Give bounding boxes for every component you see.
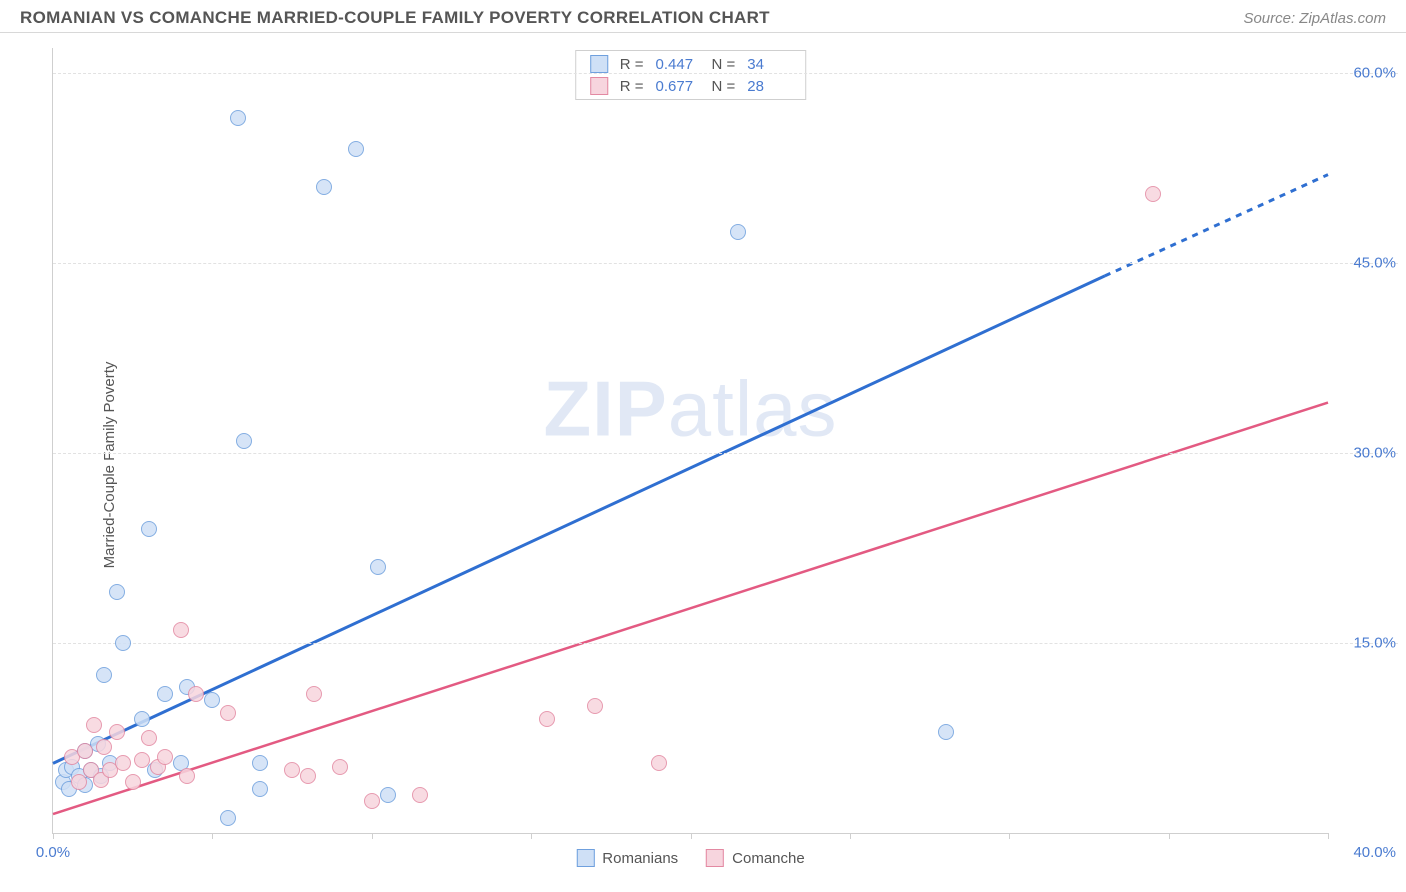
x-tick xyxy=(531,833,532,839)
trend-line xyxy=(1105,175,1328,276)
gridline xyxy=(53,453,1398,454)
data-point xyxy=(236,433,252,449)
data-point xyxy=(252,781,268,797)
data-point xyxy=(348,141,364,157)
legend-swatch-comanche xyxy=(706,849,724,867)
data-point xyxy=(204,692,220,708)
legend-item-comanche: Comanche xyxy=(706,849,805,867)
data-point xyxy=(188,686,204,702)
legend-stats-row: R = 0.447 N = 34 xyxy=(576,53,806,75)
data-point xyxy=(412,787,428,803)
chart-title: ROMANIAN VS COMANCHE MARRIED-COUPLE FAMI… xyxy=(20,8,770,28)
data-point xyxy=(157,686,173,702)
data-point xyxy=(370,559,386,575)
data-point xyxy=(730,224,746,240)
data-point xyxy=(134,752,150,768)
legend-r-value: 0.677 xyxy=(656,78,700,95)
x-tick xyxy=(1328,833,1329,839)
y-tick-label: 15.0% xyxy=(1353,635,1396,652)
legend-r-label: R = xyxy=(620,78,644,95)
data-point xyxy=(938,724,954,740)
data-point xyxy=(141,730,157,746)
legend-n-value: 34 xyxy=(747,56,791,73)
data-point xyxy=(141,521,157,537)
legend-n-label: N = xyxy=(712,78,736,95)
y-tick-label: 30.0% xyxy=(1353,445,1396,462)
legend-r-value: 0.447 xyxy=(656,56,700,73)
data-point xyxy=(134,711,150,727)
plot-region: ZIPatlas R = 0.447 N = 34 R = 0.677 N = … xyxy=(52,48,1328,834)
legend-swatch-romanians xyxy=(590,55,608,73)
x-tick xyxy=(53,833,54,839)
data-point xyxy=(380,787,396,803)
trend-line xyxy=(53,276,1105,763)
legend-stats: R = 0.447 N = 34 R = 0.677 N = 28 xyxy=(575,50,807,100)
legend-series: Romanians Comanche xyxy=(576,849,804,867)
legend-swatch-romanians xyxy=(576,849,594,867)
gridline xyxy=(53,643,1398,644)
data-point xyxy=(284,762,300,778)
data-point xyxy=(71,774,87,790)
x-tick xyxy=(1009,833,1010,839)
data-point xyxy=(306,686,322,702)
legend-r-label: R = xyxy=(620,56,644,73)
x-tick xyxy=(212,833,213,839)
data-point xyxy=(125,774,141,790)
data-point xyxy=(364,793,380,809)
y-tick-label: 60.0% xyxy=(1353,65,1396,82)
data-point xyxy=(539,711,555,727)
data-point xyxy=(651,755,667,771)
data-point xyxy=(115,635,131,651)
y-tick-label: 45.0% xyxy=(1353,255,1396,272)
data-point xyxy=(96,667,112,683)
data-point xyxy=(220,810,236,826)
data-point xyxy=(252,755,268,771)
x-tick-label: 0.0% xyxy=(36,844,70,861)
data-point xyxy=(587,698,603,714)
data-point xyxy=(86,717,102,733)
gridline xyxy=(53,263,1398,264)
x-tick-label: 40.0% xyxy=(1353,844,1396,861)
trend-line xyxy=(53,403,1328,814)
data-point xyxy=(316,179,332,195)
data-point xyxy=(230,110,246,126)
data-point xyxy=(96,739,112,755)
x-tick xyxy=(372,833,373,839)
data-point xyxy=(1145,186,1161,202)
legend-label: Comanche xyxy=(732,850,805,867)
data-point xyxy=(157,749,173,765)
chart-area: Married-Couple Family Poverty ZIPatlas R… xyxy=(0,38,1406,892)
data-point xyxy=(179,768,195,784)
x-tick xyxy=(1169,833,1170,839)
data-point xyxy=(115,755,131,771)
data-point xyxy=(173,622,189,638)
legend-item-romanians: Romanians xyxy=(576,849,678,867)
x-tick xyxy=(850,833,851,839)
data-point xyxy=(109,584,125,600)
data-point xyxy=(220,705,236,721)
chart-source: Source: ZipAtlas.com xyxy=(1243,10,1386,27)
data-point xyxy=(300,768,316,784)
legend-label: Romanians xyxy=(602,850,678,867)
legend-n-label: N = xyxy=(712,56,736,73)
legend-stats-row: R = 0.677 N = 28 xyxy=(576,75,806,97)
x-tick xyxy=(691,833,692,839)
chart-header: ROMANIAN VS COMANCHE MARRIED-COUPLE FAMI… xyxy=(0,0,1406,33)
data-point xyxy=(332,759,348,775)
gridline xyxy=(53,73,1398,74)
data-point xyxy=(77,743,93,759)
data-point xyxy=(109,724,125,740)
legend-n-value: 28 xyxy=(747,78,791,95)
legend-swatch-comanche xyxy=(590,77,608,95)
